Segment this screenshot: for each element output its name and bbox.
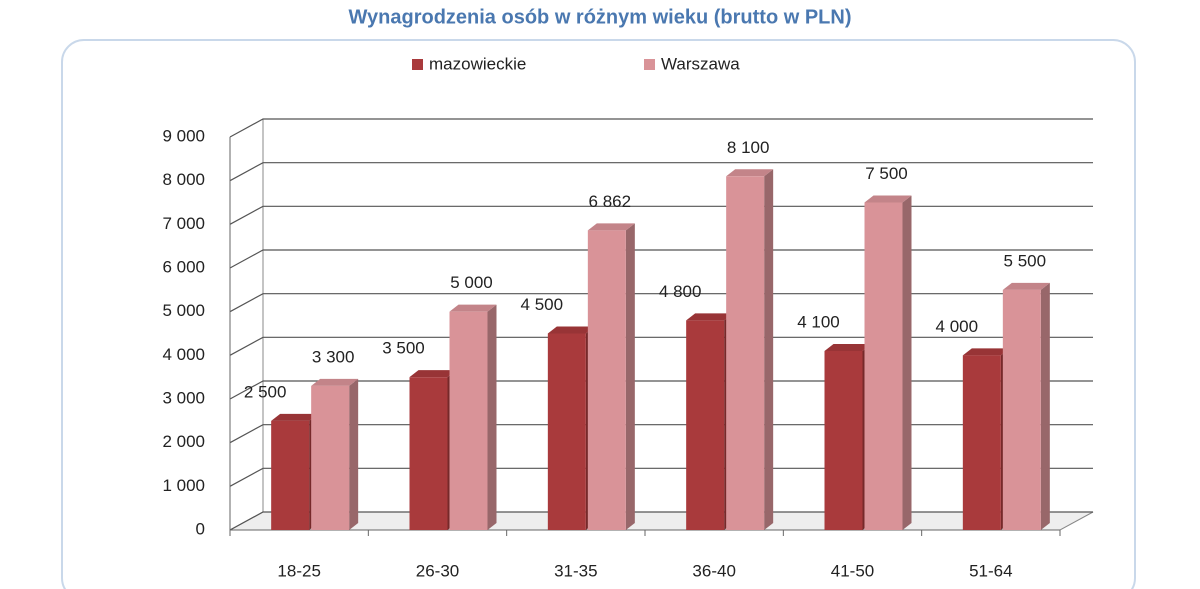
- bar: [686, 320, 725, 530]
- legend-label: mazowieckie: [429, 54, 526, 73]
- bar-top: [547, 326, 595, 334]
- grid-line: [229, 293, 1093, 313]
- bar: [864, 202, 903, 530]
- legend-marker: [644, 59, 655, 70]
- data-label: 5 500: [1004, 251, 1047, 270]
- x-tick-label: 31-35: [554, 561, 597, 580]
- bar-side: [902, 195, 912, 530]
- grid-line: [229, 336, 1093, 356]
- bar-top: [686, 313, 734, 321]
- bar-top: [409, 370, 457, 378]
- y-tick-label: 9 000: [162, 126, 205, 145]
- grid-line: [229, 467, 1093, 487]
- bar-top: [271, 413, 319, 421]
- y-tick-label: 7 000: [162, 214, 205, 233]
- data-label: 7 500: [865, 164, 908, 183]
- y-tick-label: 5 000: [162, 301, 205, 320]
- bar-top: [311, 378, 359, 386]
- x-tick-label: 51-64: [969, 561, 1012, 580]
- bar: [824, 350, 863, 530]
- legend-marker: [412, 59, 423, 70]
- bar-side: [487, 304, 497, 530]
- bar: [449, 311, 488, 530]
- grid-line: [229, 380, 1093, 400]
- y-tick-label: 0: [196, 519, 205, 538]
- bar: [271, 420, 310, 530]
- x-tick-label: 26-30: [416, 561, 459, 580]
- bar-top: [449, 304, 497, 312]
- legend-label: Warszawa: [661, 54, 740, 73]
- x-tick-label: 36-40: [692, 561, 735, 580]
- data-label: 4 800: [659, 282, 702, 301]
- bar: [726, 176, 765, 531]
- data-label: 4 000: [936, 317, 979, 336]
- bar: [547, 333, 586, 530]
- x-tick-label: 41-50: [831, 561, 874, 580]
- grid-line: [229, 424, 1093, 444]
- data-label: 6 862: [589, 192, 632, 211]
- bar: [409, 377, 448, 530]
- data-label: 8 100: [727, 138, 770, 157]
- chart-title: Wynagrodzenia osób w różnym wieku (brutt…: [349, 6, 852, 28]
- bar-top: [824, 343, 872, 351]
- bar-side: [764, 169, 774, 531]
- data-label: 4 100: [797, 312, 840, 331]
- bar-top: [1002, 282, 1050, 290]
- data-label: 5 000: [450, 273, 493, 292]
- grid-line: [229, 162, 1093, 182]
- bar-top: [962, 348, 1010, 356]
- data-label: 3 300: [312, 347, 355, 366]
- grid-line: [229, 249, 1093, 269]
- x-tick-label: 18-25: [277, 561, 320, 580]
- bar: [962, 355, 1001, 530]
- bar: [1002, 289, 1041, 530]
- bar-side: [1040, 282, 1050, 530]
- grid-line: [229, 118, 1093, 138]
- bar-top: [726, 169, 774, 177]
- y-tick-label: 8 000: [162, 170, 205, 189]
- grid-line: [229, 205, 1093, 225]
- data-label: 2 500: [244, 382, 287, 401]
- bar: [311, 385, 350, 530]
- bar-side: [349, 378, 359, 530]
- bar-side: [625, 223, 635, 531]
- y-tick-label: 4 000: [162, 345, 205, 364]
- y-tick-label: 1 000: [162, 476, 205, 495]
- y-tick-label: 2 000: [162, 432, 205, 451]
- y-tick-label: 6 000: [162, 257, 205, 276]
- data-label: 3 500: [382, 339, 425, 358]
- bar-top: [864, 195, 912, 203]
- bar: [587, 230, 626, 531]
- grid-line: [229, 511, 1093, 531]
- y-tick-label: 3 000: [162, 388, 205, 407]
- data-label: 4 500: [521, 295, 564, 314]
- bar-top: [587, 223, 635, 231]
